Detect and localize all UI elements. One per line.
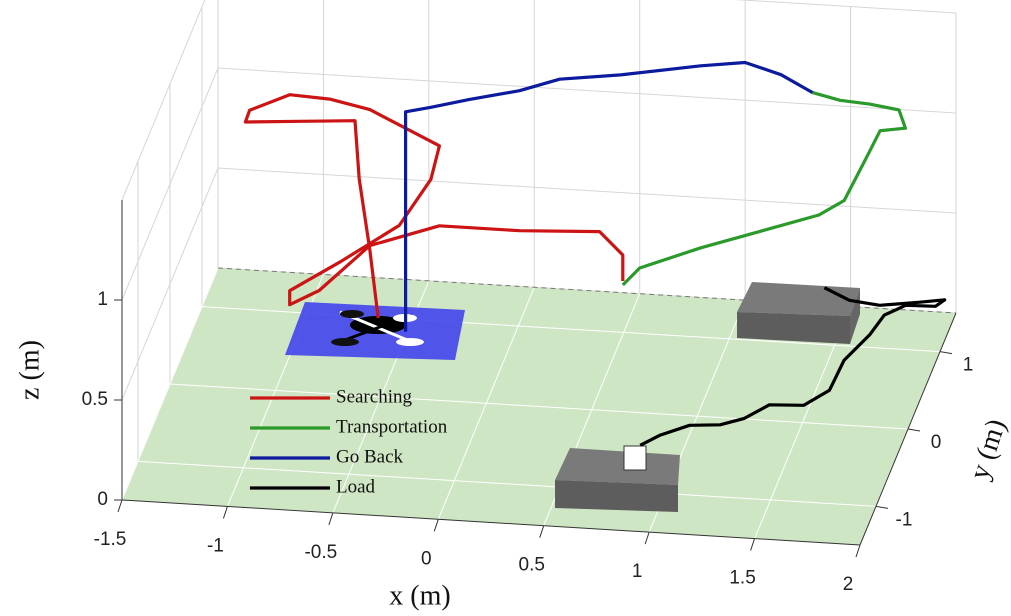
- legend-label: Searching: [336, 386, 412, 407]
- z-tick-label: 0: [97, 489, 108, 510]
- x-tick: [223, 506, 227, 518]
- x-tick: [645, 532, 649, 544]
- x-tick-label: -0.5: [304, 542, 337, 563]
- wall-edge: [218, 0, 956, 13]
- x-tick-label: 2: [843, 574, 854, 595]
- x-tick-label: -1: [207, 535, 224, 556]
- y-axis-label: y (m): [964, 415, 1011, 483]
- z-tick-label: 1: [97, 289, 108, 310]
- grid-line: [218, 168, 956, 213]
- legend-label: Load: [336, 476, 376, 497]
- x-tick: [434, 519, 438, 531]
- x-tick-label: -1.5: [94, 529, 127, 550]
- y-tick: [908, 429, 920, 431]
- grid-line: [218, 68, 956, 113]
- box-back: [737, 282, 860, 344]
- legend-label: Go Back: [336, 446, 404, 467]
- legend-label: Transportation: [336, 416, 448, 437]
- y-tick: [940, 352, 952, 354]
- x-tick: [751, 539, 755, 551]
- x-tick-label: 0.5: [519, 555, 545, 576]
- z-axis-label: z (m): [14, 340, 45, 400]
- chart: -1.5 -1 -0.5 0 0.5 1 1.5 2 -1 0 1 0 0.5 1 Searching Tr…: [0, 0, 1011, 616]
- x-tick: [329, 513, 333, 525]
- y-tick: [876, 506, 888, 508]
- x-tick: [118, 500, 122, 512]
- x-axis-label: x (m): [389, 580, 450, 611]
- x-tick: [856, 545, 860, 557]
- y-tick-label: -1: [896, 509, 913, 530]
- box-front: [555, 448, 680, 512]
- x-tick-label: 1.5: [729, 568, 755, 589]
- trajectory: [623, 93, 906, 285]
- x-tick: [540, 526, 544, 538]
- y-tick-label: 0: [931, 432, 942, 453]
- load: [624, 446, 646, 470]
- y-tick-label: 1: [963, 355, 974, 376]
- x-tick-label: 1: [632, 561, 643, 582]
- z-tick-label: 0.5: [82, 389, 108, 410]
- x-tick-label: 0: [421, 548, 432, 569]
